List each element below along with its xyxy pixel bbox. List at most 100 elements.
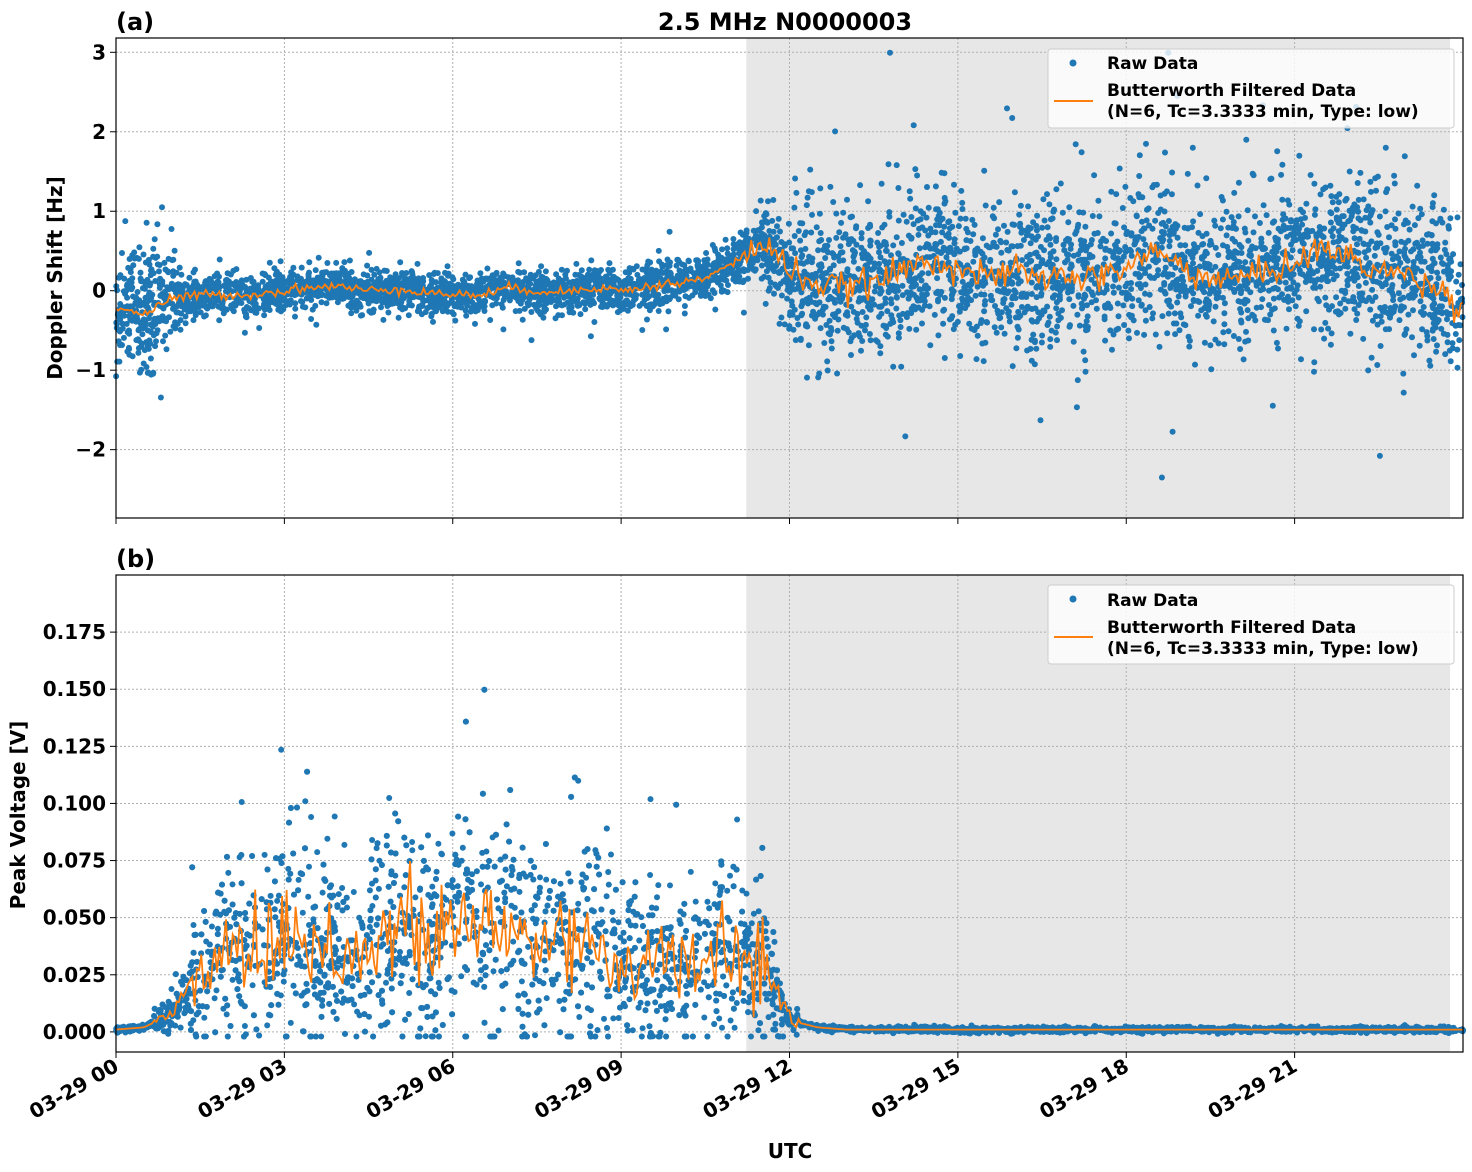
raw-point [150,245,157,252]
raw-point [940,307,947,314]
raw-point [1437,254,1444,261]
raw-point [888,312,895,319]
raw-point [1238,287,1245,294]
raw-point [292,313,298,320]
raw-point [1004,290,1011,297]
raw-point [1011,189,1018,196]
raw-point [1062,259,1068,266]
raw-point [1110,283,1117,290]
raw-point [1111,220,1118,227]
raw-point [1133,212,1140,219]
raw-point [355,302,362,309]
raw-point [1145,263,1152,270]
raw-point [1375,231,1382,238]
raw-point [126,330,133,337]
raw-point [538,263,545,270]
raw-point [682,293,689,300]
raw-point [1230,333,1237,339]
raw-point [271,265,278,272]
raw-point [824,367,831,374]
raw-point [1012,314,1019,321]
raw-point [586,266,593,273]
raw-point [1105,300,1112,307]
raw-point [847,214,854,221]
raw-point [763,211,770,218]
raw-point [1017,223,1023,230]
raw-point [1161,269,1168,276]
raw-point [1392,242,1399,249]
raw-point [1088,299,1095,306]
raw-point [131,249,138,256]
raw-point [1202,248,1209,255]
raw-point [1311,180,1318,187]
raw-point [1250,313,1257,320]
raw-point [959,206,966,212]
raw-point [898,363,905,370]
raw-point [939,229,946,236]
raw-point [978,291,985,298]
raw-point [365,300,372,307]
raw-point [623,297,630,304]
raw-point [859,309,866,315]
raw-point [992,231,999,238]
raw-point [280,304,287,311]
raw-point [123,287,130,293]
raw-point [1434,342,1440,349]
raw-point [376,280,383,287]
raw-point [1333,294,1340,301]
raw-point [858,230,865,237]
raw-point [597,296,603,303]
raw-point [238,277,245,284]
raw-point [427,282,434,289]
raw-point [178,271,185,278]
raw-point [1353,207,1360,214]
raw-point [791,204,798,211]
raw-point [1084,326,1091,333]
raw-point [152,343,159,350]
raw-point [1188,303,1194,310]
raw-point [660,269,667,276]
raw-point [1374,362,1381,368]
raw-point [681,310,688,317]
raw-point [329,273,336,280]
raw-point [719,246,725,253]
raw-point [418,302,425,309]
raw-point [692,282,699,289]
raw-point [1268,277,1275,283]
raw-point [750,227,757,234]
raw-point [541,305,548,312]
raw-point [830,262,837,269]
raw-point [150,270,157,277]
raw-point [959,295,966,302]
raw-point [634,271,641,278]
raw-point [908,214,915,220]
raw-point [895,334,902,341]
raw-point [1106,247,1113,254]
raw-point [1107,327,1114,334]
raw-point [858,347,864,354]
raw-point [1382,326,1389,333]
raw-point [1230,219,1237,225]
raw-point [795,321,802,328]
raw-point [177,326,184,333]
raw-point [1197,211,1204,218]
raw-point [851,248,858,255]
raw-point [472,320,478,327]
raw-point [1329,303,1335,310]
raw-point [633,263,640,270]
raw-point [1372,313,1379,320]
raw-point [1053,238,1059,244]
raw-point [1149,225,1156,232]
raw-point [1354,310,1361,317]
raw-point [951,181,957,188]
raw-point [828,338,835,345]
raw-point [998,249,1005,256]
raw-point [941,194,948,201]
raw-point [1230,286,1237,293]
raw-point [1208,366,1215,373]
raw-point [1093,305,1100,312]
raw-point [1409,285,1416,292]
raw-point [515,268,522,275]
raw-point [1165,310,1172,317]
raw-point [933,241,940,248]
